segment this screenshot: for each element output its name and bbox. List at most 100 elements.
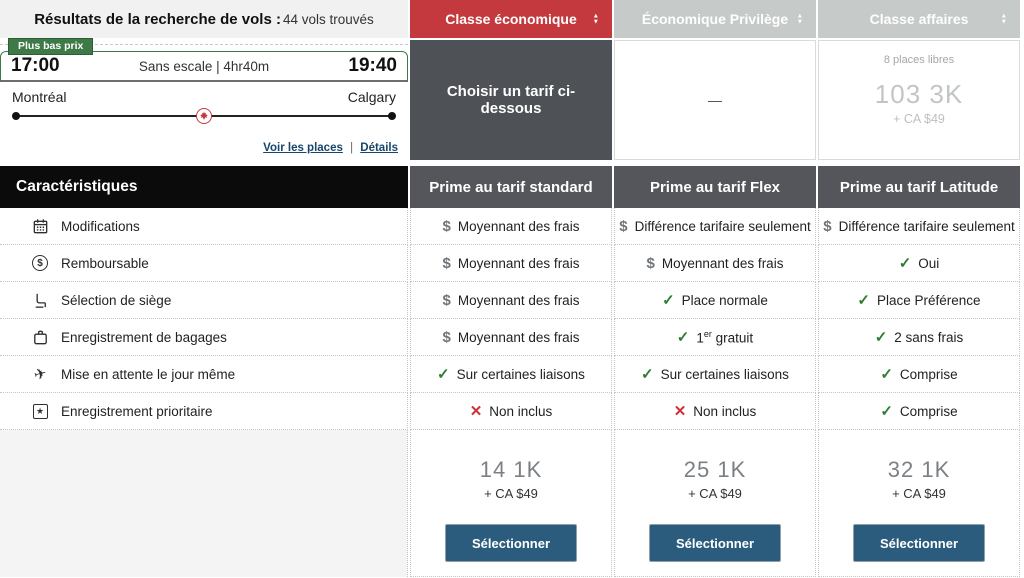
business-class-cell[interactable]: 8 places libres 103 3K + CA $49 (818, 40, 1020, 160)
value-text: Oui (918, 255, 940, 271)
table-row-enregistrement-de-bagages: Enregistrement de bagages Moyennant des … (0, 319, 1024, 356)
feature-label: Sélection de siège (0, 282, 408, 319)
flex-price-cell: 25 1K + CA $49 Sélectionner (614, 430, 816, 577)
feature-label: Mise en attente le jour même (0, 356, 408, 393)
flight-card-links: Voir les places | Détails (263, 142, 398, 154)
destination-city: Calgary (347, 89, 396, 105)
flex-value: Différence tarifaire seulement (614, 208, 816, 245)
dollar-icon (647, 256, 655, 271)
premium-economy-cell: — (614, 40, 816, 160)
dollar-icon (443, 219, 451, 234)
details-link[interactable]: Détails (360, 142, 398, 154)
check-icon (662, 293, 675, 308)
tab-classe-affaires[interactable]: Classe affaires ▲ ▼ (818, 0, 1020, 38)
calendar-icon (30, 216, 50, 236)
table-row-enregistrement-prioritaire: Enregistrement prioritaire Non inclus No… (0, 393, 1024, 430)
value-text: Moyennant des frais (457, 255, 580, 271)
standard-value: Non inclus (410, 393, 612, 430)
flex-taxes: + CA $49 (688, 486, 742, 501)
baggage-icon (30, 327, 50, 347)
sort-arrows-icon: ▲ ▼ (796, 12, 803, 25)
table-row-mise-en-attente: Mise en attente le jour même Sur certain… (0, 356, 1024, 393)
route-line (12, 108, 396, 124)
tab-economique-privilege[interactable]: Économique Privilège ▲ ▼ (614, 0, 816, 38)
standard-value: Sur certaines liaisons (410, 356, 612, 393)
latitude-value: Différence tarifaire seulement (818, 208, 1020, 245)
dollar-icon (823, 219, 831, 234)
value-text: Non inclus (693, 403, 757, 419)
feature-label-text: Enregistrement de bagages (61, 329, 227, 345)
standard-points-price: 14 1K (479, 457, 543, 482)
features-header: Caractéristiques (0, 166, 408, 208)
feature-label-text: Enregistrement prioritaire (61, 403, 213, 419)
fare-table-header: Caractéristiques Prime au tarif standard… (0, 166, 1024, 208)
top-bar: Résultats de la recherche de vols : 44 v… (0, 0, 1024, 38)
price-row-spacer (0, 430, 408, 577)
economy-fare-prompt: Choisir un tarif ci-dessous (410, 40, 612, 160)
table-row-modifications: Modifications Moyennant des frais Différ… (0, 208, 1024, 245)
destination-dot (388, 112, 396, 120)
latitude-value: 2 sans frais (818, 319, 1020, 356)
flex-points-price: 25 1K (683, 457, 747, 482)
check-icon (899, 256, 912, 271)
check-icon (875, 330, 888, 345)
cross-icon (674, 404, 687, 419)
value-text: Comprise (899, 366, 958, 382)
standard-value: Moyennant des frais (410, 208, 612, 245)
dollar-icon (619, 219, 627, 234)
select-latitude-button[interactable]: Sélectionner (853, 524, 985, 562)
feature-label: Remboursable (0, 245, 408, 282)
dollar-icon (443, 293, 451, 308)
latitude-taxes: + CA $49 (892, 486, 946, 501)
standard-value: Moyennant des frais (410, 245, 612, 282)
column-header-flex: Prime au tarif Flex (614, 166, 816, 208)
value-text: Moyennant des frais (457, 218, 580, 234)
fare-selector-row: Plus bas prix 17:00 Sans escale | 4hr40m… (0, 38, 1024, 162)
feature-label-text: Remboursable (61, 255, 149, 271)
price-row: 14 1K + CA $49 Sélectionner 25 1K + CA $… (0, 430, 1024, 577)
select-flex-button[interactable]: Sélectionner (649, 524, 781, 562)
value-text: Différence tarifaire seulement (634, 218, 811, 234)
feature-label-text: Mise en attente le jour même (61, 366, 236, 382)
origin-city: Montréal (12, 89, 67, 105)
flight-summary: 17:00 Sans escale | 4hr40m 19:40 (0, 51, 408, 82)
sort-arrows-icon: ▲ ▼ (592, 12, 599, 25)
feature-label: Modifications (0, 208, 408, 245)
value-text: Place Préférence (877, 292, 981, 308)
tab-label: Classe économique (445, 11, 577, 27)
latitude-points-price: 32 1K (887, 457, 951, 482)
feature-label: Enregistrement de bagages (0, 319, 408, 356)
tab-classe-economique[interactable]: Classe économique ▲ ▼ (410, 0, 612, 38)
sort-arrows-icon: ▲ ▼ (1000, 12, 1007, 25)
flight-route: Montréal Calgary (0, 82, 408, 124)
flex-value: Moyennant des frais (614, 245, 816, 282)
check-icon (880, 367, 893, 382)
standard-price-cell: 14 1K + CA $49 Sélectionner (410, 430, 612, 577)
standard-value: Moyennant des frais (410, 282, 612, 319)
check-icon (857, 293, 870, 308)
value-text: Sur certaines liaisons (660, 366, 789, 382)
select-standard-button[interactable]: Sélectionner (445, 524, 577, 562)
value-text: 1er gratuit (696, 328, 754, 346)
table-row-remboursable: Remboursable Moyennant des frais Moyenna… (0, 245, 1024, 282)
view-seats-link[interactable]: Voir les places (263, 142, 343, 154)
value-text: Différence tarifaire seulement (838, 218, 1015, 234)
value-text: 2 sans frais (894, 329, 964, 345)
lowest-price-badge: Plus bas prix (8, 38, 94, 55)
value-text: Moyennant des frais (457, 329, 580, 345)
dollar-icon (443, 330, 451, 345)
priority-star-icon (30, 401, 50, 421)
value-text: Moyennant des frais (457, 292, 580, 308)
arrival-time: 19:40 (348, 55, 397, 76)
dollar-icon (443, 256, 451, 271)
flex-value: 1er gratuit (614, 319, 816, 356)
stops-duration: Sans escale | 4hr40m (138, 58, 270, 74)
seat-icon (30, 290, 50, 310)
standby-plane-icon (30, 364, 50, 384)
latitude-value: Comprise (818, 393, 1020, 430)
table-row-selection-de-siege: Sélection de siège Moyennant des frais P… (0, 282, 1024, 319)
latitude-value: Oui (818, 245, 1020, 282)
column-header-standard: Prime au tarif standard (410, 166, 612, 208)
latitude-price-cell: 32 1K + CA $49 Sélectionner (818, 430, 1020, 577)
feature-label: Enregistrement prioritaire (0, 393, 408, 430)
